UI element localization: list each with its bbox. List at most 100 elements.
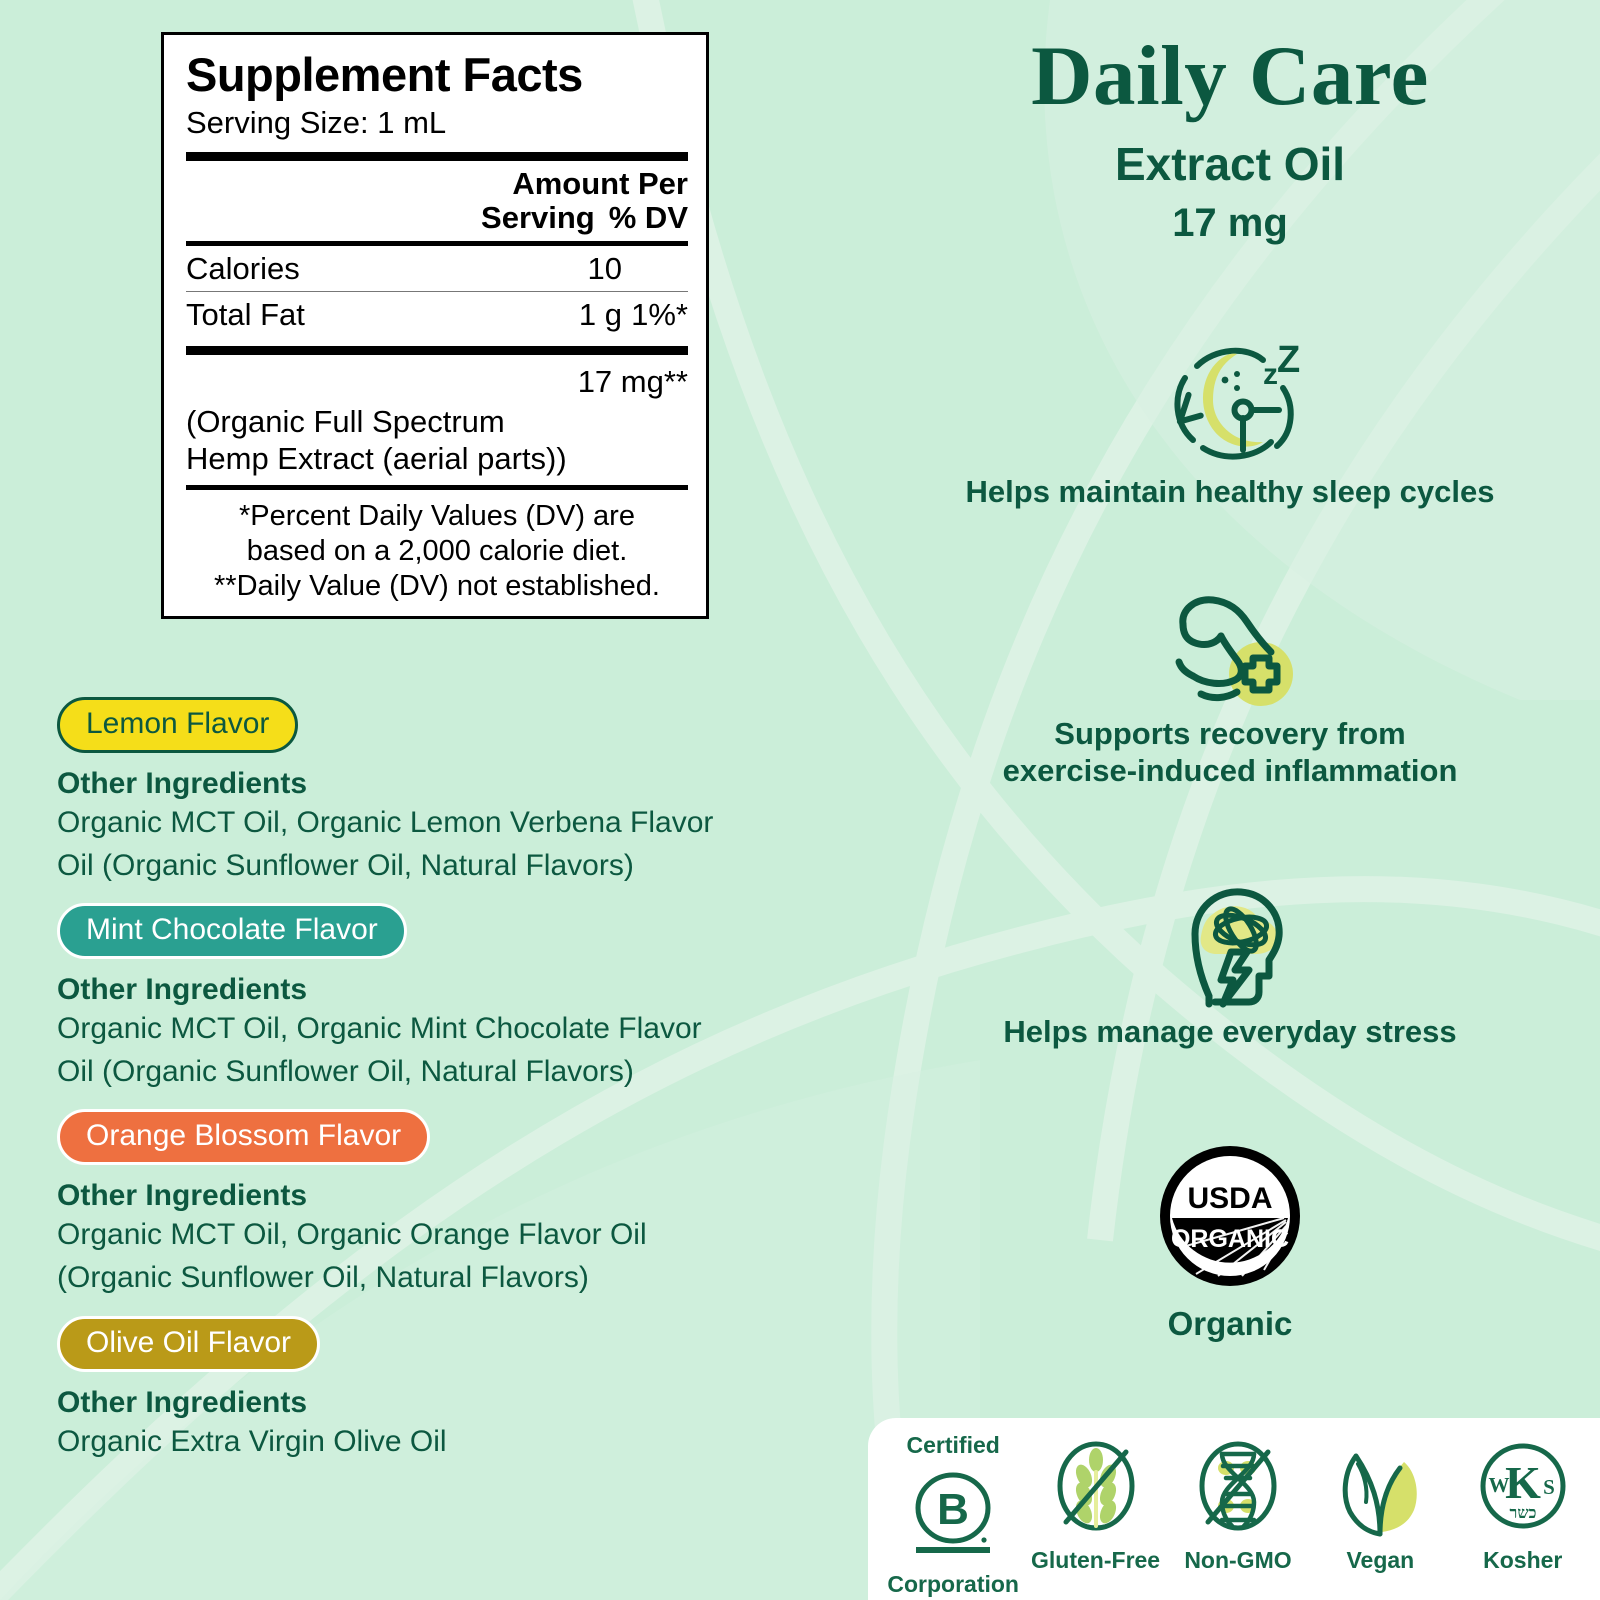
footnote-line-3: **Daily Value (DV) not established.	[214, 569, 660, 602]
ingredients-line-2: Oil (Organic Sunflower Oil, Natural Flav…	[57, 1054, 634, 1088]
benefit-sleep: z Z Helps maintain healthy sleep cycles	[860, 338, 1600, 511]
svg-text:z: z	[1263, 358, 1278, 391]
benefit-caption-line1: Helps maintain healthy sleep cycles	[965, 474, 1495, 509]
svg-text:Z: Z	[1277, 339, 1300, 381]
amount-header-line2: Serving	[481, 200, 595, 236]
ingredients-line-1: Organic MCT Oil, Organic Mint Chocolate …	[57, 1012, 702, 1046]
flexed-arm-plus-icon	[860, 580, 1600, 710]
ingredients-line-2: (Organic Sunflower Oil, Natural Flavors)	[57, 1260, 589, 1294]
ingredients-line-1: Organic Extra Virgin Olive Oil	[57, 1424, 447, 1458]
row-amount: 1 g	[578, 297, 622, 333]
flavor-badge-orange-blossom[interactable]: Orange Blossom Flavor	[57, 1109, 431, 1166]
footnote-line-1: *Percent Daily Values (DV) are	[239, 500, 635, 533]
flavor-badge-mint-chocolate[interactable]: Mint Chocolate Flavor	[57, 903, 407, 960]
table-row: Total Fat 1 g 1%*	[186, 292, 688, 337]
ingredients-line-1: Organic MCT Oil, Organic Orange Flavor O…	[57, 1218, 647, 1252]
hemp-amount-row: 17 mg**	[186, 355, 688, 402]
other-ingredients-heading: Other Ingredients	[57, 1385, 308, 1419]
product-subtitle: Extract Oil	[1114, 138, 1346, 190]
ingredients-text: Organic MCT Oil, Organic Mint Chocolate …	[57, 1008, 857, 1093]
supplement-facts-title: Supplement Facts	[186, 48, 583, 101]
head-storm-lightning-icon	[860, 878, 1600, 1008]
ingredients-line-2: Oil (Organic Sunflower Oil, Natural Flav…	[57, 848, 634, 882]
usda-organic-seal: USDA ORGANIC Organic	[860, 1142, 1600, 1343]
ingredients-line-1: Organic MCT Oil, Organic Lemon Verbena F…	[57, 806, 714, 839]
other-ingredients-heading: Other Ingredients	[57, 1179, 308, 1213]
b-corp-top-label: Certified	[906, 1432, 1000, 1458]
flavor-block-orange-blossom: Orange Blossom Flavor Other Ingredients …	[57, 1109, 857, 1299]
flavor-block-mint-chocolate: Mint Chocolate Flavor Other Ingredients …	[57, 903, 857, 1093]
benefit-caption-line1: Helps manage everyday stress	[1003, 1014, 1457, 1049]
cert-b-corporation: Certified B Corporation	[887, 1432, 1019, 1597]
product-title: Daily Care	[1031, 29, 1429, 123]
other-ingredients-heading: Other Ingredients	[57, 973, 308, 1007]
benefit-caption: Helps maintain healthy sleep cycles	[860, 474, 1600, 511]
divider-med-2	[186, 485, 688, 491]
amount-header-line1: Amount Per	[512, 165, 688, 201]
cert-non-gmo: Non-GMO	[1172, 1434, 1304, 1572]
svg-text:S: S	[1543, 1475, 1555, 1499]
cert-vegan: Vegan	[1314, 1434, 1446, 1572]
divider-med-1	[186, 241, 688, 247]
benefit-caption: Helps manage everyday stress	[860, 1014, 1600, 1051]
flavor-block-olive-oil: Olive Oil Flavor Other Ingredients Organ…	[57, 1315, 857, 1464]
svg-text:W: W	[1488, 1473, 1509, 1497]
benefit-caption-line1: Supports recovery from	[1054, 716, 1406, 751]
benefit-caption-line2: exercise-induced inflammation	[1002, 752, 1458, 788]
ingredients-text: Organic Extra Virgin Olive Oil	[57, 1421, 857, 1464]
row-label: Calories	[186, 251, 300, 287]
amount-per-serving-header: Amount Per Serving % DV	[186, 161, 688, 241]
cert-kosher: K W S כשר Kosher	[1457, 1434, 1589, 1572]
footnotes: *Percent Daily Values (DV) are based on …	[186, 490, 688, 605]
vegan-label: Vegan	[1346, 1547, 1415, 1573]
divider-hair-1	[186, 291, 688, 293]
gluten-free-label: Gluten-Free	[1031, 1547, 1161, 1573]
moon-clock-sleep-icon: z Z	[860, 338, 1600, 468]
other-ingredients-heading: Other Ingredients	[57, 767, 308, 800]
hemp-amount: 17 mg	[577, 364, 664, 400]
usda-text: USDA	[1187, 1182, 1272, 1215]
leaf-icon	[1314, 1434, 1446, 1546]
row-amount: 10	[587, 251, 622, 287]
b-corp-label: Corporation	[887, 1571, 1019, 1597]
hemp-name: (Organic Full Spectrum Hemp Extract (aer…	[186, 402, 688, 485]
product-dose: 17 mg	[1172, 201, 1288, 245]
brand-header: Daily Care Extract Oil 17 mg	[860, 29, 1600, 245]
row-dv: 1%*	[631, 297, 688, 333]
flavor-list: Lemon Flavor Other Ingredients Organic M…	[57, 697, 857, 1479]
divider-thick-1	[186, 151, 688, 161]
divider-thick-2	[186, 346, 688, 356]
hemp-name-line2: Hemp Extract (aerial parts))	[186, 440, 567, 476]
kosher-wks-icon: K W S כשר	[1457, 1434, 1589, 1546]
right-panel: Daily Care Extract Oil 17 mg z Z	[860, 0, 1600, 1600]
hemp-name-line1: (Organic Full Spectrum	[186, 404, 505, 440]
flavor-badge-olive-oil[interactable]: Olive Oil Flavor	[57, 1315, 321, 1372]
flavor-block-lemon: Lemon Flavor Other Ingredients Organic M…	[57, 697, 857, 887]
non-gmo-label: Non-GMO	[1184, 1547, 1292, 1573]
dna-slash-icon	[1172, 1434, 1304, 1546]
row-label: Total Fat	[186, 297, 305, 333]
certifications-card: Certified B Corporation	[868, 1418, 1600, 1600]
organic-text: ORGANIC	[1171, 1225, 1289, 1253]
svg-text:B: B	[937, 1485, 969, 1534]
benefit-stress: Helps manage everyday stress	[860, 878, 1600, 1051]
hemp-dv: **	[663, 364, 688, 400]
kosher-label: Kosher	[1483, 1547, 1563, 1573]
svg-text:K: K	[1505, 1457, 1541, 1508]
supplement-facts-panel: Supplement Facts Serving Size: 1 mL Amou…	[161, 32, 709, 619]
left-panel: Supplement Facts Serving Size: 1 mL Amou…	[57, 32, 857, 1479]
table-row: Calories 10	[186, 246, 688, 291]
benefit-caption: Supports recovery from exercise-induced …	[860, 716, 1600, 789]
wheat-slash-icon	[1030, 1434, 1162, 1546]
benefit-recovery: Supports recovery from exercise-induced …	[860, 580, 1600, 789]
ingredients-text: Organic MCT Oil, Organic Orange Flavor O…	[57, 1214, 857, 1299]
serving-size: Serving Size: 1 mL	[186, 105, 447, 140]
ingredients-text: Organic MCT Oil, Organic Lemon Verbena F…	[57, 802, 857, 887]
footnote-line-2: based on a 2,000 calorie diet.	[246, 535, 628, 568]
b-corp-icon: B	[887, 1458, 1019, 1570]
flavor-badge-lemon[interactable]: Lemon Flavor	[57, 697, 299, 753]
organic-caption: Organic	[1167, 1305, 1293, 1342]
cert-gluten-free: Gluten-Free	[1030, 1434, 1162, 1572]
dv-header: % DV	[608, 200, 688, 236]
svg-text:כשר: כשר	[1509, 1505, 1536, 1522]
